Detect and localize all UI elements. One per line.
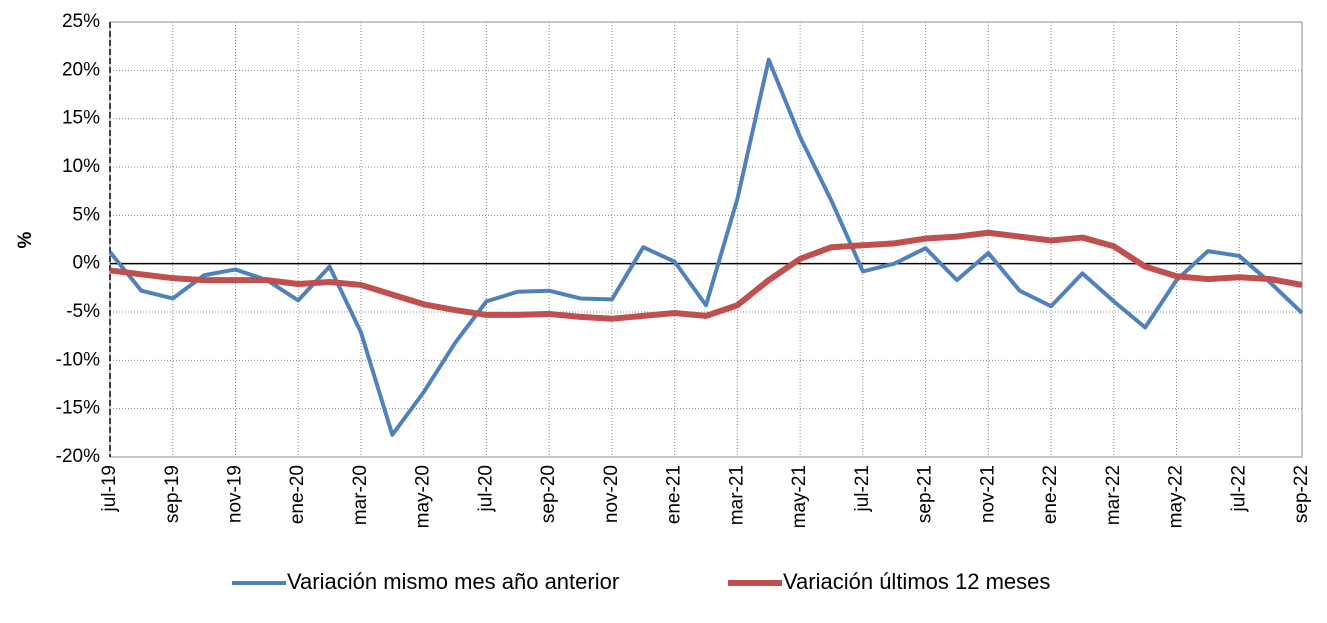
plot-border: [109, 21, 1303, 458]
y-axis-label: %: [15, 231, 36, 248]
x-tick-label: mar-20: [350, 465, 371, 525]
x-tick-label: sep-22: [1291, 465, 1312, 523]
y-tick-label: 5%: [73, 204, 101, 225]
x-tick-label: jul-19: [99, 465, 120, 512]
y-tick-label: -20%: [56, 446, 100, 467]
x-tick-label: ene-21: [664, 465, 685, 524]
x-tick-label: jul-21: [852, 465, 873, 512]
x-tick-label: mar-22: [1103, 465, 1124, 525]
legend-label: Variación mismo mes año anterior: [287, 569, 619, 594]
legend-label: Variación últimos 12 meses: [783, 569, 1050, 594]
x-tick-label: mar-21: [726, 465, 747, 525]
y-tick-label: 0%: [73, 253, 101, 274]
line-series: [109, 229, 1303, 322]
x-tick-label: nov-20: [601, 465, 622, 523]
y-tick-label: -5%: [66, 301, 100, 322]
x-tick-label: nov-21: [977, 465, 998, 523]
y-tick-label: 25%: [62, 11, 100, 32]
x-tick-label: ene-22: [1040, 465, 1061, 524]
y-tick-label: 20%: [62, 59, 100, 80]
y-tick-label: -15%: [56, 398, 100, 419]
x-tick-label: may-20: [413, 465, 434, 528]
x-tick-label: jul-22: [1228, 465, 1249, 512]
y-tick-label: -10%: [56, 349, 100, 370]
x-tick-label: sep-19: [162, 465, 183, 523]
x-tick-label: may-21: [789, 465, 810, 528]
x-tick-label: nov-19: [224, 465, 245, 523]
line-series: [108, 57, 1304, 437]
x-tick-label: sep-21: [915, 465, 936, 523]
x-tick-label: may-22: [1166, 465, 1187, 528]
x-tick-label: sep-20: [538, 465, 559, 523]
y-tick-label: 15%: [62, 108, 100, 129]
x-tick-label: jul-20: [475, 465, 496, 512]
y-tick-label: 10%: [62, 156, 100, 177]
x-tick-label: ene-20: [287, 465, 308, 524]
